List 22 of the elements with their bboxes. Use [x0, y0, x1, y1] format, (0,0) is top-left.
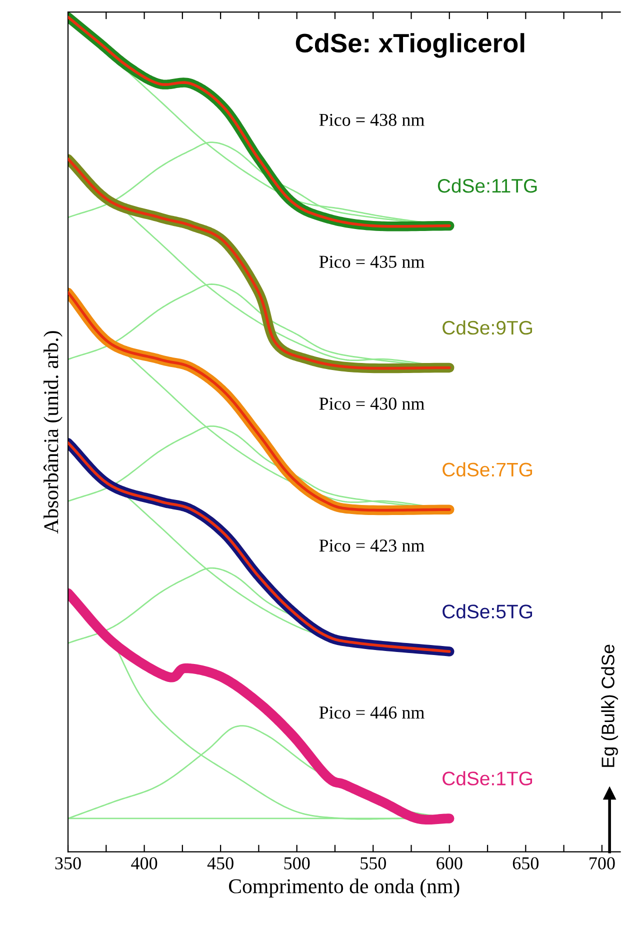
- series-label: CdSe:1TG: [442, 771, 532, 786]
- x-tick-label: 500: [284, 857, 310, 870]
- series-label: CdSe:5TG: [442, 604, 532, 618]
- x-tick-label: 600: [436, 857, 462, 870]
- series-label: CdSe:9TG: [442, 320, 532, 335]
- x-tick-label: 450: [207, 857, 234, 870]
- x-tick-label: 650: [512, 857, 539, 870]
- x-tick-label: 700: [590, 857, 615, 870]
- annotation: Pico = 435 nm: [319, 256, 424, 268]
- x-tick-label: 550: [360, 857, 386, 870]
- x-axis-title: Comprimento de onda (nm): [228, 878, 460, 898]
- annotation: Pico = 446 nm: [319, 706, 424, 719]
- series-label: CdSe:11TG: [438, 178, 537, 193]
- ref-line-label: Eg (Bulk) CdSe: [601, 644, 618, 767]
- annotation: Pico = 430 nm: [319, 398, 424, 410]
- annotation: Pico = 438 nm: [319, 114, 424, 126]
- y-axis-title: Absorbância (unid. arb.): [44, 331, 62, 534]
- series-label: CdSe:7TG: [442, 462, 532, 477]
- x-tick-label: 350: [55, 857, 81, 870]
- annotation: Pico = 423 nm: [319, 540, 424, 552]
- x-tick-label: 400: [131, 857, 158, 870]
- text: CdSe: xTioglicerol: [296, 33, 524, 58]
